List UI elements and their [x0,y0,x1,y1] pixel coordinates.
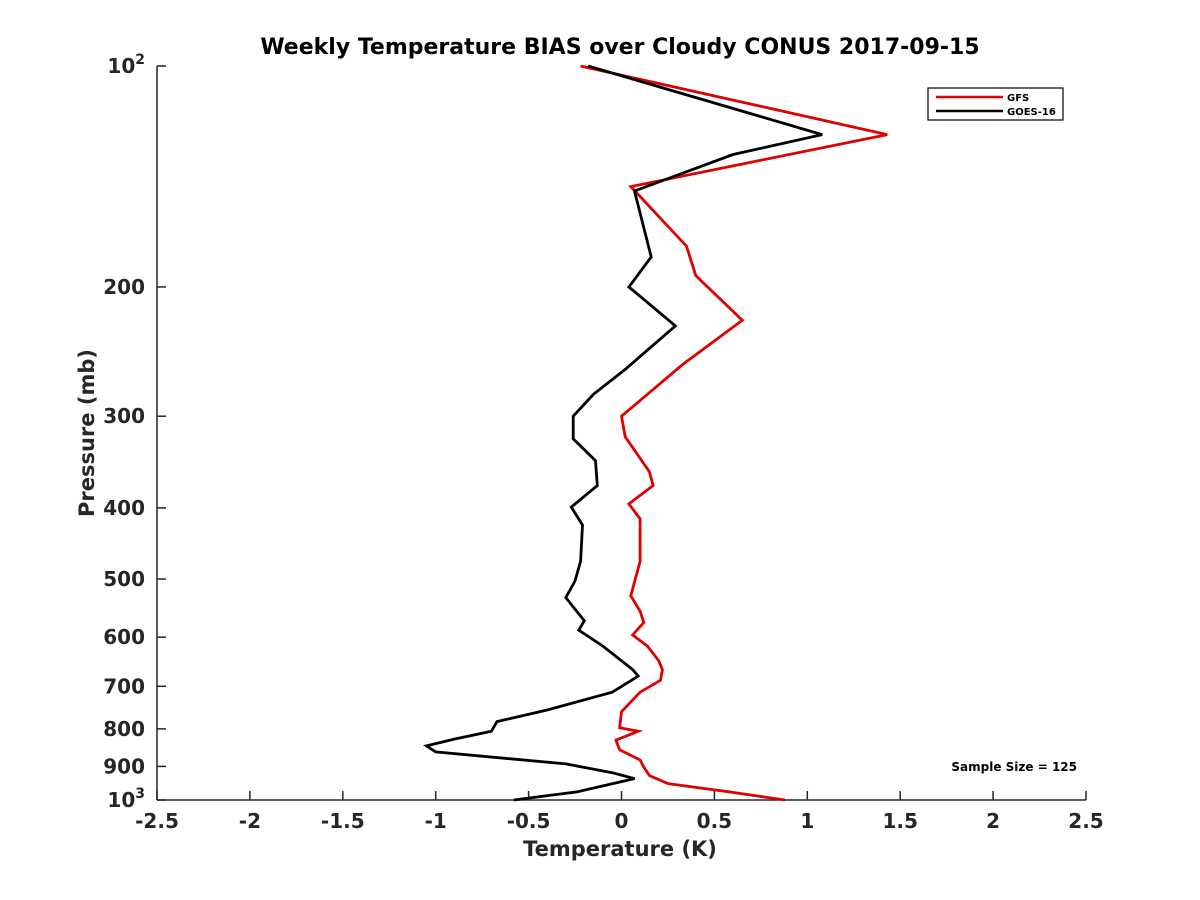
x-tick-label: -0.5 [507,809,551,833]
y-tick-base: 10 [107,788,135,812]
y-tick-label: 300 [103,404,145,428]
x-tick-label: 2 [986,809,1000,833]
legend-label-gfs: GFS [1007,93,1029,104]
legend-label-goes-16: GOES-16 [1007,107,1056,118]
x-axis-ticks: -2.5 -2 -1.5 -1 -0.5 0 0.5 1 1.5 2 2.5 [135,791,1104,833]
x-tick-label: 1.5 [882,809,917,833]
series-line-goes-16 [422,64,823,802]
x-axis-title: Temperature (K) [523,837,717,861]
y-tick-label: 500 [103,567,145,591]
y-tick-label: 400 [103,496,145,520]
legend-box [927,87,1064,121]
x-tick-label: 1 [800,809,814,833]
x-tick-label: 0 [615,809,629,833]
y-tick-label: 700 [103,674,145,698]
x-tick-label: -1 [425,809,447,833]
legend: GFS GOES-16 [927,87,1064,121]
x-tick-label: 0.5 [697,809,732,833]
series-layer [422,64,888,802]
series-line-gfs [580,64,888,802]
y-axis-title: Pressure (mb) [75,349,99,517]
chart-title: Weekly Temperature BIAS over Cloudy CONU… [260,35,979,60]
x-tick-label: -1.5 [321,809,365,833]
x-tick-label: -2.5 [135,809,179,833]
y-tick-exponent: 2 [135,52,145,68]
y-tick-label: 600 [103,625,145,649]
x-tick-label: 2.5 [1068,809,1103,833]
y-tick-label: 103 [107,786,145,812]
y-tick-label: 102 [107,52,145,78]
y-tick-exponent: 3 [135,786,145,802]
sample-size-annotation: Sample Size = 125 [951,760,1077,774]
y-tick-label: 800 [103,717,145,741]
y-tick-base: 10 [107,54,135,78]
y-tick-label: 200 [103,275,145,299]
x-tick-label: -2 [239,809,261,833]
y-tick-label: 900 [103,754,145,778]
